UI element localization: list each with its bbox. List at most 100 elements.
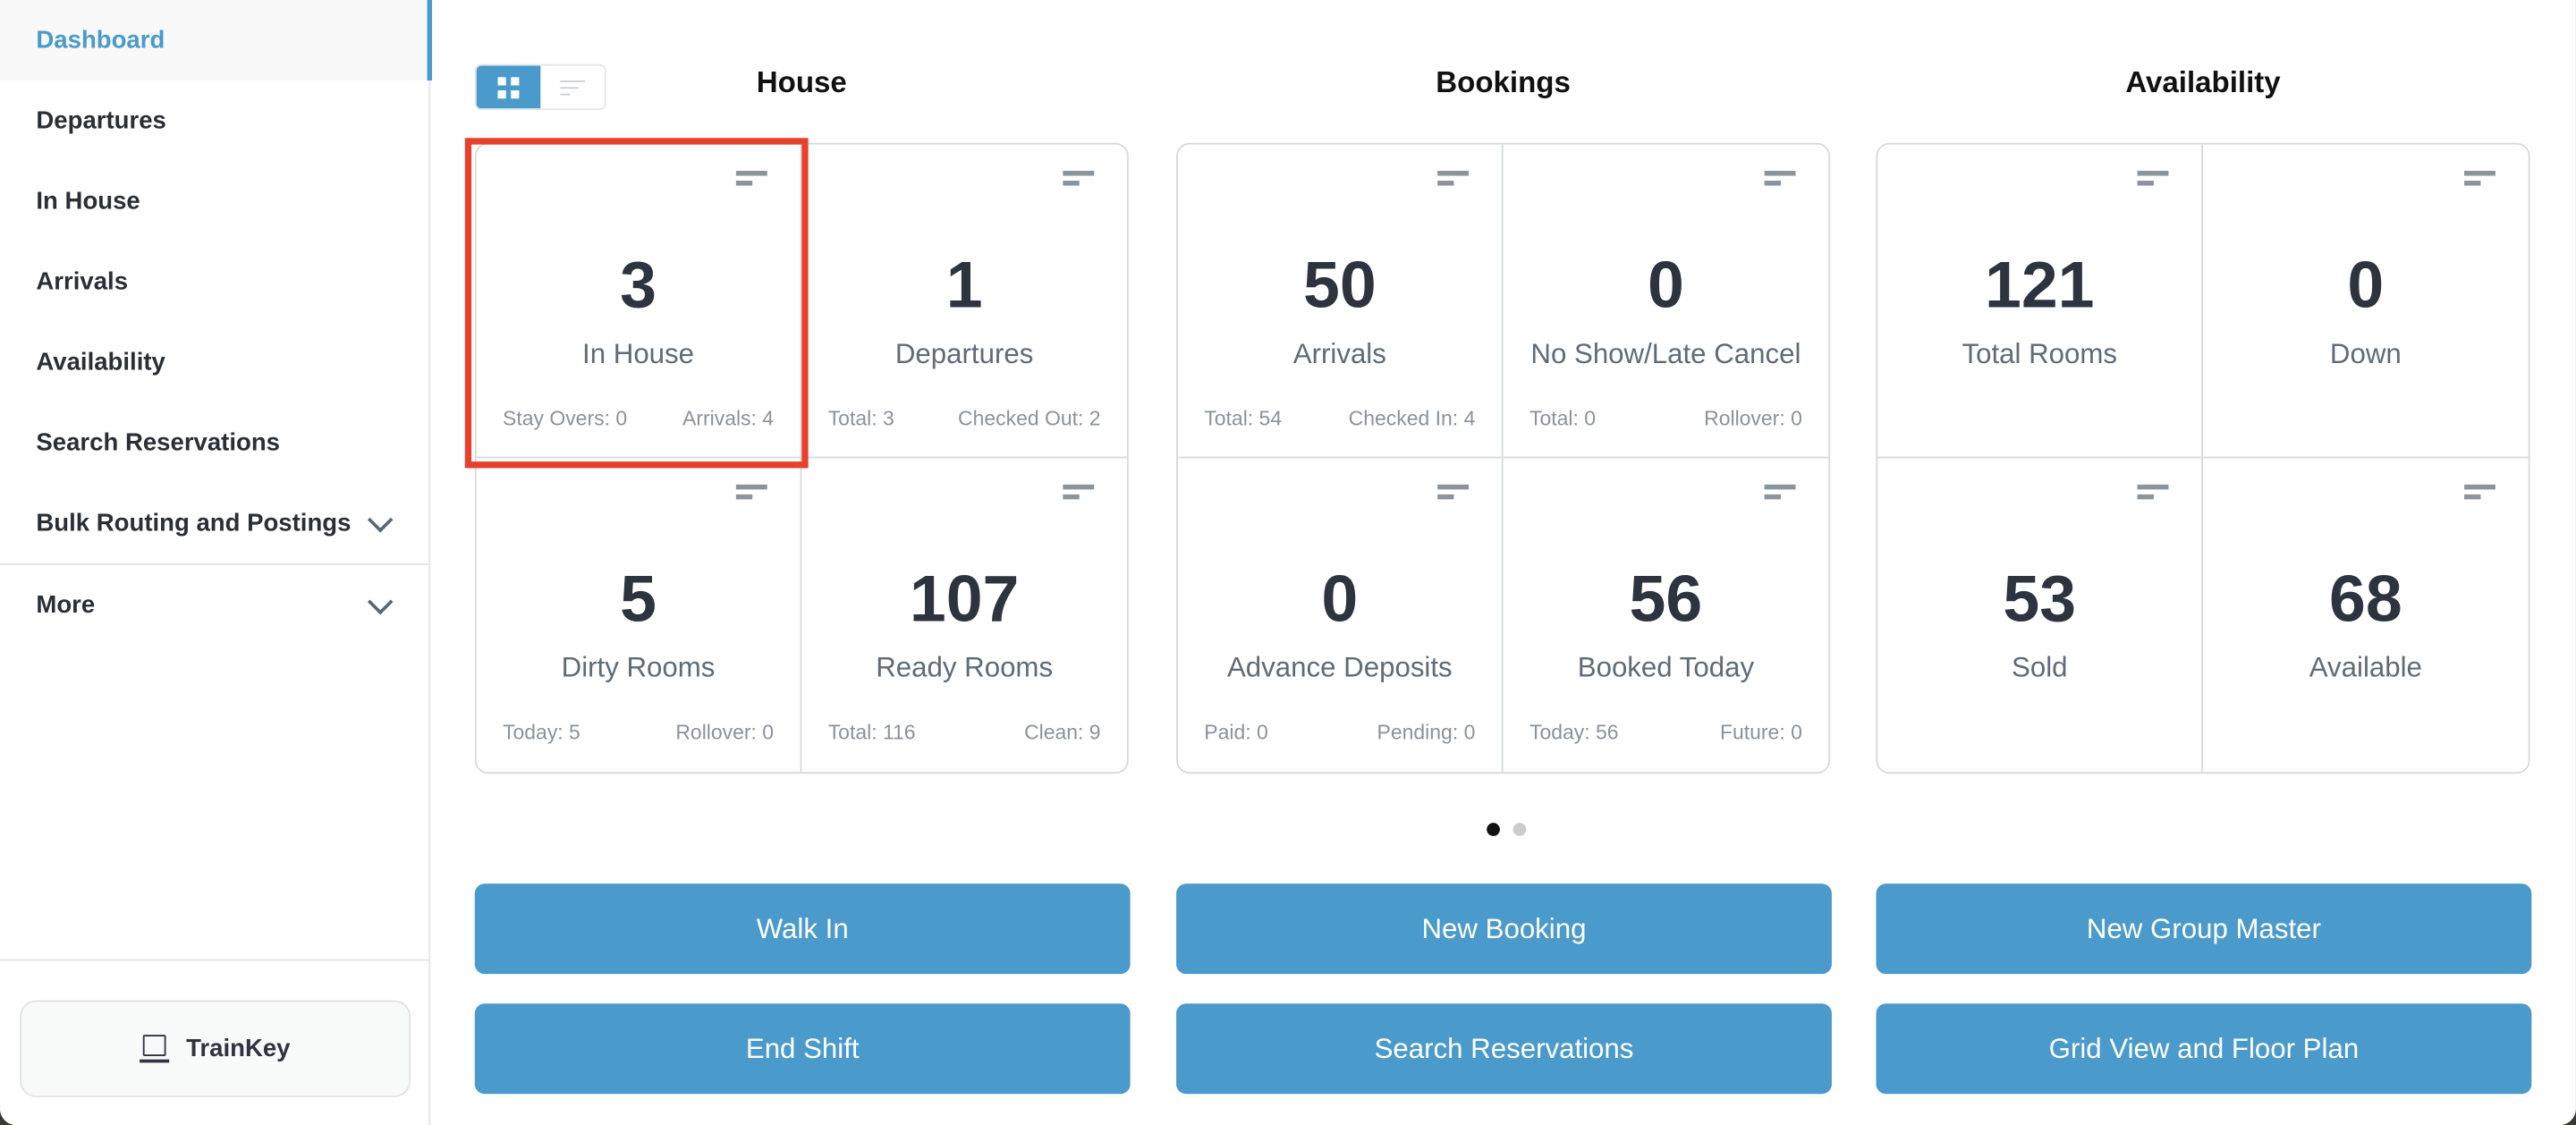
grid-view-and-floor-plan-button[interactable]: Grid View and Floor Plan <box>1876 1003 2532 1095</box>
grid-icon <box>497 76 520 98</box>
stat-footer-left: Today: 56 <box>1529 721 1619 745</box>
stat-label: Arrivals <box>1292 338 1386 370</box>
stat-card[interactable]: 50 Arrivals Total: 54 Checked In: 4 <box>1177 144 1504 459</box>
stat-value: 50 <box>1302 250 1377 322</box>
sidebar-item-more[interactable]: More <box>0 565 428 646</box>
sort-icon[interactable] <box>1063 171 1095 190</box>
stat-footer-right: Rollover: 0 <box>1704 407 1802 431</box>
stat-footer-left: Paid: 0 <box>1204 721 1268 745</box>
sidebar-item-in-house[interactable]: In House <box>0 161 428 241</box>
sort-icon[interactable] <box>1437 484 1470 504</box>
sidebar-item-label: Search Reservations <box>36 428 281 457</box>
sort-icon[interactable] <box>1764 171 1796 190</box>
sort-icon[interactable] <box>735 484 767 504</box>
stat-card[interactable]: 0 Down <box>2203 145 2529 459</box>
divider <box>0 562 429 565</box>
new-booking-button[interactable]: New Booking <box>1176 884 1832 975</box>
sidebar-item-label: Dashboard <box>36 26 165 55</box>
trainkey-button[interactable]: TrainKey <box>20 1000 411 1097</box>
stat-label: Available <box>2309 652 2422 684</box>
stat-label: No Show/Late Cancel <box>1530 338 1801 370</box>
stat-value: 56 <box>1629 562 1703 636</box>
stat-group-availability: 121 Total Rooms 0 Down 53 Sold 68 Available <box>1876 142 2530 774</box>
pager-dot-active[interactable] <box>1487 823 1500 836</box>
stat-footer: Today: 56 Future: 0 <box>1530 721 1802 744</box>
pager-dot[interactable] <box>1513 823 1527 836</box>
sidebar-item-departures[interactable]: Departures <box>0 80 428 161</box>
sidebar-item-label: In House <box>36 187 140 216</box>
sidebar-item-bulk-routing[interactable]: Bulk Routing and Postings <box>0 483 428 563</box>
stat-value: 121 <box>1984 250 2095 322</box>
sidebar-item-label: More <box>36 591 96 620</box>
stat-card[interactable]: 53 Sold <box>1877 458 2204 773</box>
stat-card[interactable]: 56 Booked Today Today: 56 Future: 0 <box>1504 458 1829 772</box>
stat-footer-right: Pending: 0 <box>1377 721 1476 745</box>
sort-icon[interactable] <box>735 171 767 190</box>
stat-label: Dirty Rooms <box>561 652 716 684</box>
stat-label: Sold <box>2012 652 2068 684</box>
stat-label: Ready Rooms <box>876 652 1054 684</box>
stat-footer-right: Rollover: 0 <box>675 721 775 745</box>
new-group-master-button[interactable]: New Group Master <box>1876 884 2532 975</box>
stat-label: Total Rooms <box>1962 338 2118 370</box>
stat-card[interactable]: 107 Ready Rooms Total: 116 Clean: 9 <box>801 458 1127 772</box>
end-shift-button[interactable]: End Shift <box>474 1003 1131 1095</box>
stat-value: 107 <box>909 562 1020 636</box>
stat-card[interactable]: 121 Total Rooms <box>1877 144 2204 459</box>
view-toggle <box>474 63 606 111</box>
sidebar-item-label: Departures <box>36 106 166 135</box>
search-reservations-button[interactable]: Search Reservations <box>1176 1003 1832 1095</box>
column-title: Availability <box>2125 65 2281 99</box>
column-title: House <box>756 65 847 99</box>
sidebar-item-availability[interactable]: Availability <box>0 322 428 402</box>
stat-value: 0 <box>1647 250 1684 322</box>
sort-icon[interactable] <box>2137 171 2169 190</box>
stat-footer-right: Future: 0 <box>1719 721 1802 745</box>
list-view-button[interactable] <box>540 65 605 108</box>
stat-value: 3 <box>620 250 657 322</box>
sort-icon[interactable] <box>2464 171 2496 190</box>
sort-icon[interactable] <box>1764 484 1796 504</box>
stat-label: In House <box>582 338 695 370</box>
stat-group-house: 3 In House Stay Overs: 0 Arrivals: 4 1 Depart… <box>474 142 1129 774</box>
stat-label: Advance Deposits <box>1226 652 1453 684</box>
stat-label: Booked Today <box>1577 652 1755 684</box>
column-title: Bookings <box>1436 65 1571 99</box>
sidebar-item-search-reservations[interactable]: Search Reservations <box>0 402 428 483</box>
stat-footer-right: Clean: 9 <box>1024 721 1101 745</box>
sidebar-item-label: Availability <box>36 348 165 376</box>
chevron-down-icon <box>367 588 394 615</box>
sort-icon[interactable] <box>2464 484 2496 504</box>
stat-footer-left: Today: 5 <box>503 721 580 745</box>
stat-card[interactable]: 0 No Show/Late Cancel Total: 0 Rollover: 0 <box>1503 145 1829 459</box>
sort-icon[interactable] <box>1063 484 1095 504</box>
stat-card[interactable]: 1 Departures Total: 3 Checked Out: 2 <box>801 145 1127 459</box>
grid-view-button[interactable] <box>476 65 541 109</box>
stat-footer-right: Checked In: 4 <box>1348 407 1476 431</box>
stat-footer: Total: 116 Clean: 9 <box>828 721 1101 744</box>
stat-card[interactable]: 5 Dirty Rooms Today: 5 Rollover: 0 <box>477 458 802 773</box>
sidebar-item-dashboard[interactable]: Dashboard <box>0 0 433 80</box>
sort-icon[interactable] <box>2137 484 2169 504</box>
stat-value: 68 <box>2328 562 2402 636</box>
stat-card[interactable]: 0 Advance Deposits Paid: 0 Pending: 0 <box>1178 458 1504 773</box>
stat-label: Departures <box>894 338 1034 370</box>
trainkey-label: TrainKey <box>186 1035 291 1063</box>
stat-value: 0 <box>2347 250 2385 322</box>
stat-group-bookings: 50 Arrivals Total: 54 Checked In: 4 0 No Show… <box>1176 142 1831 774</box>
sort-icon[interactable] <box>1437 171 1470 190</box>
stat-footer-left: Total: 116 <box>827 721 916 745</box>
walk-in-button[interactable]: Walk In <box>474 884 1131 975</box>
stat-footer-right: Arrivals: 4 <box>682 407 775 431</box>
stat-card[interactable]: 3 In House Stay Overs: 0 Arrivals: 4 <box>476 144 802 459</box>
stat-footer: Total: 54 Checked In: 4 <box>1204 408 1475 431</box>
stat-footer: Paid: 0 Pending: 0 <box>1204 721 1475 744</box>
stat-footer: Total: 0 Rollover: 0 <box>1530 408 1802 431</box>
sidebar: Dashboard Departures In House Arrivals A… <box>0 0 433 1125</box>
stat-card[interactable]: 68 Available <box>2203 458 2529 772</box>
list-icon <box>560 75 585 100</box>
sidebar-item-arrivals[interactable]: Arrivals <box>0 241 428 322</box>
stat-value: 53 <box>2003 562 2077 636</box>
stat-label: Down <box>2329 338 2402 370</box>
